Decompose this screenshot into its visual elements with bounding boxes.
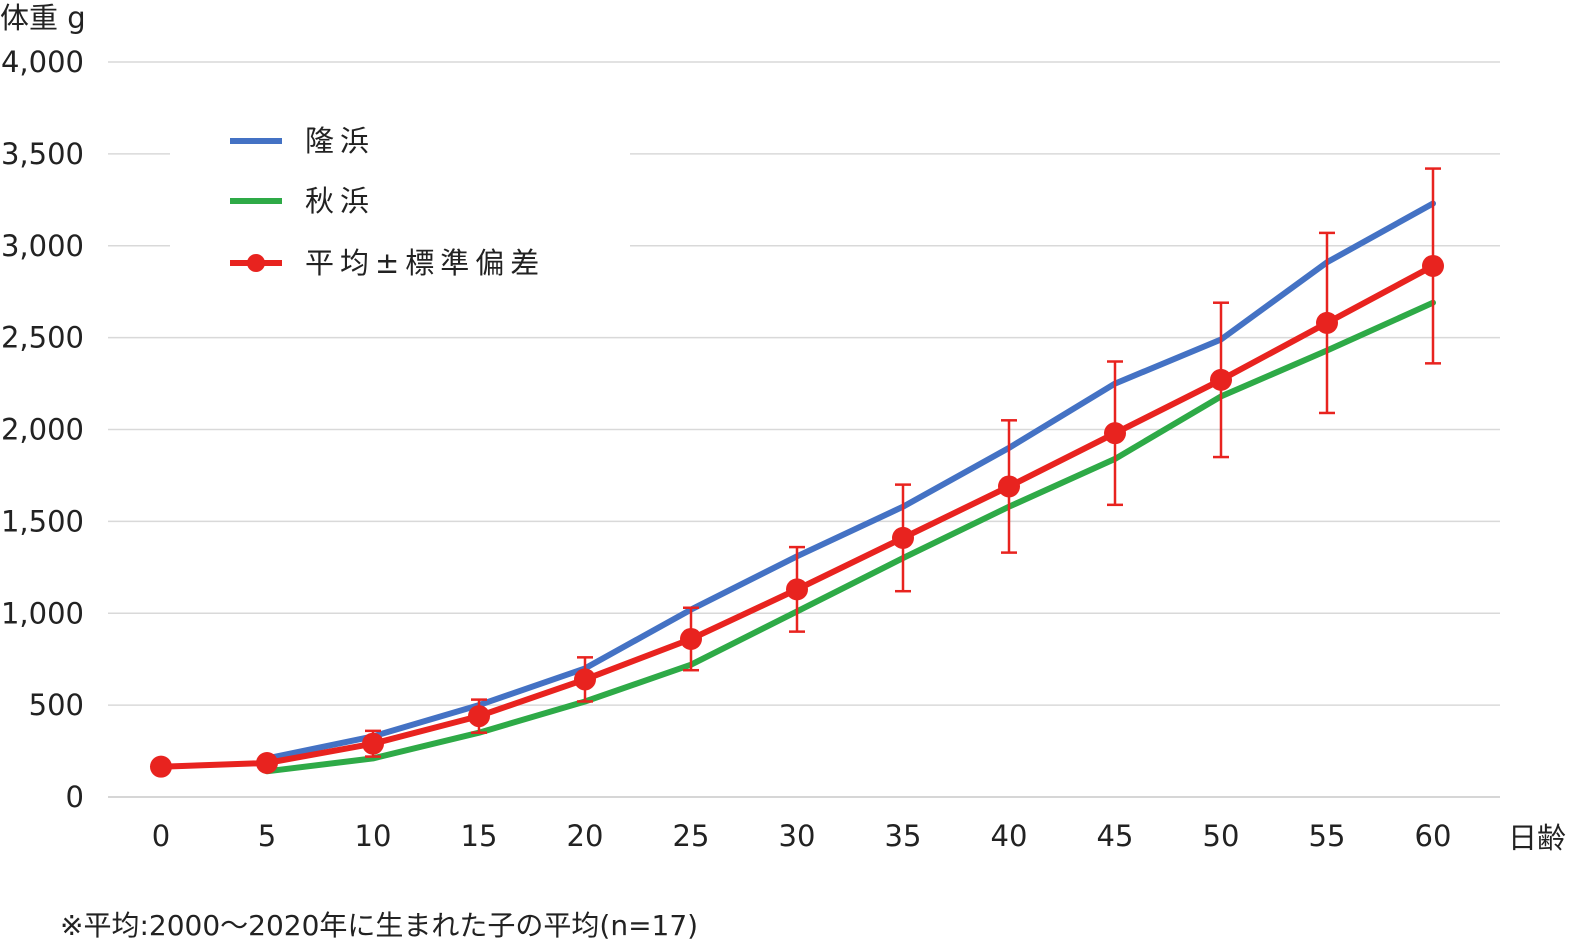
- x-tick-label: 30: [779, 819, 816, 853]
- series-1: [264, 200, 1436, 762]
- x-tick-label: 15: [461, 819, 498, 853]
- data-point: [150, 755, 172, 778]
- data-point: [1210, 368, 1232, 391]
- y-tick-label: 0: [66, 780, 84, 814]
- legend-item: 隆浜: [230, 124, 375, 158]
- data-point: [1104, 422, 1126, 445]
- data-point: [256, 752, 278, 775]
- legend-label: 秋浜: [305, 184, 375, 218]
- x-tick-label: 5: [258, 819, 276, 853]
- data-point: [786, 578, 808, 601]
- legend-item: 平均±標準偏差: [230, 246, 545, 280]
- x-tick-label: 25: [673, 819, 710, 853]
- x-axis-label: 日齢: [1508, 821, 1566, 855]
- data-point: [362, 732, 384, 755]
- legend-marker: [247, 254, 265, 272]
- x-tick-label: 40: [991, 819, 1028, 853]
- legend-label: 平均±標準偏差: [305, 246, 545, 280]
- data-point: [892, 526, 914, 549]
- y-tick-label: 2,500: [1, 321, 84, 355]
- series-line: [264, 299, 1436, 775]
- y-axis-label: 体重 g: [0, 1, 86, 35]
- x-tick-label: 10: [355, 819, 392, 853]
- data-point: [468, 705, 490, 728]
- series-2: [264, 299, 1436, 775]
- data-point: [998, 475, 1020, 498]
- plot-area: [150, 167, 1444, 778]
- data-point: [1316, 311, 1338, 334]
- data-point: [1422, 254, 1444, 277]
- x-tick-label: 55: [1309, 819, 1346, 853]
- y-tick-label: 3,000: [1, 229, 84, 263]
- data-point: [680, 627, 702, 650]
- series-line: [158, 263, 1436, 770]
- legend-item: 秋浜: [230, 184, 375, 218]
- y-tick-label: 500: [29, 688, 84, 722]
- x-tick-label: 35: [885, 819, 922, 853]
- legend-label: 隆浜: [305, 124, 375, 158]
- x-tick-label: 60: [1415, 819, 1452, 853]
- y-tick-label: 1,000: [1, 596, 84, 630]
- footnote: ※平均:2000〜2020年に生まれた子の平均(n=17): [60, 909, 698, 942]
- y-tick-label: 2,000: [1, 413, 84, 447]
- series-3: [150, 167, 1444, 778]
- x-axis-ticks: 0 5 10 15 20 25 30 35 40 45 50 55 60: [152, 819, 1452, 853]
- series-line: [264, 200, 1436, 762]
- data-point: [574, 668, 596, 691]
- x-tick-label: 45: [1097, 819, 1134, 853]
- y-tick-label: 3,500: [1, 137, 84, 171]
- x-tick-label: 0: [152, 819, 170, 853]
- x-tick-label: 20: [567, 819, 604, 853]
- y-tick-label: 1,500: [1, 504, 84, 538]
- x-tick-label: 50: [1203, 819, 1240, 853]
- y-axis-ticks: 0 500 1,000 1,500 2,000 2,500 3,000 3,500 4,000: [1, 45, 84, 814]
- y-tick-label: 4,000: [1, 45, 84, 79]
